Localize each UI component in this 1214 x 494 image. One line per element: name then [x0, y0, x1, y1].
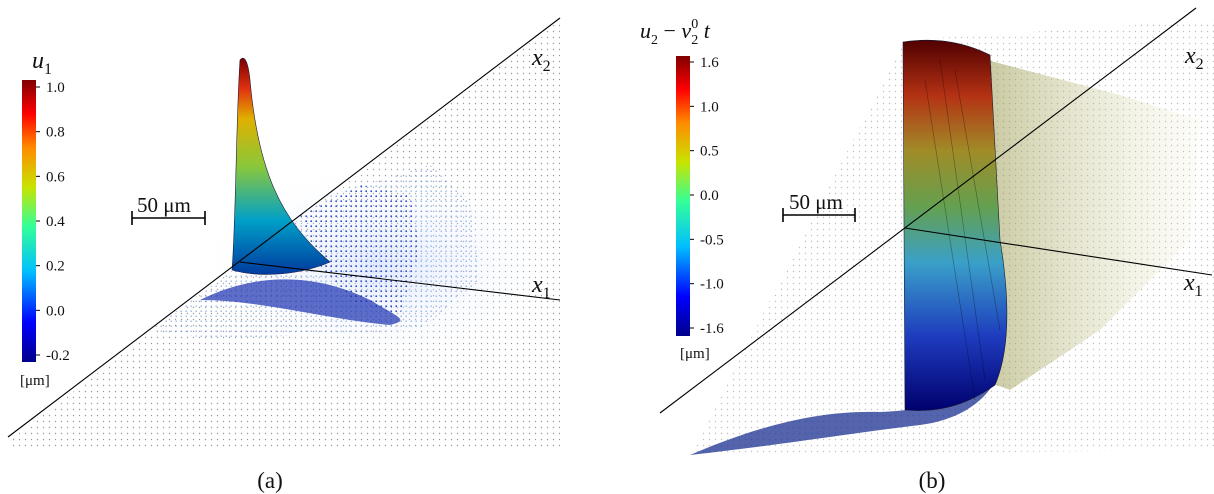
- scale-bar-label-b: 50 μm: [789, 190, 843, 214]
- colorbar-tick-label: 1.6: [700, 55, 719, 71]
- axis-x2-a: [7, 17, 561, 438]
- colorbar-title-b: u2 − v20 t: [640, 17, 711, 48]
- colorbar-unit-b: [μm]: [680, 346, 710, 362]
- wall-texture-b: [924, 59, 1001, 401]
- scale-bar-label-a: 50 μm: [137, 193, 191, 217]
- colorbar-a: u1 1.0 0.8 0.6 0.4 0.2 0.0 -0.2 [μm]: [20, 48, 70, 389]
- colorbar-ticks-b: 1.6 1.0 0.5 0.0 -0.5 -1.0 -1.6: [690, 55, 724, 337]
- colorbar-ticks-a: 1.0 0.8 0.6 0.4 0.2 0.0 -0.2: [36, 80, 70, 364]
- caption-b: (b): [919, 468, 946, 493]
- axis-label-x2-b: x2: [1184, 43, 1204, 73]
- colorbar-gradient-b: [676, 56, 690, 336]
- colorbar-tick-label: -1.0: [700, 277, 724, 293]
- surface-spike-a: [231, 57, 331, 275]
- axis-label-x1-b: x1: [1183, 270, 1203, 300]
- colorbar-tick-label: 0.0: [700, 188, 719, 204]
- panel-b: x2 x1 50 μm u2 − v20 t 1.6 1.0 0.5 0.0 -0.5 -…: [640, 7, 1214, 493]
- colorbar-tick-label: -0.2: [46, 348, 70, 364]
- surface-base-b: [690, 370, 1000, 455]
- panel-a: x2 x1 50 μm u1 1.0 0.8 0.6 0.4 0.2 0.0 -0.2 [μ…: [7, 17, 570, 493]
- colorbar-tick-label: -0.5: [700, 232, 724, 248]
- colorbar-unit-a: [μm]: [20, 373, 50, 389]
- colorbar-tick-label: 0.8: [46, 125, 65, 141]
- colorbar-tick-label: 0.2: [46, 259, 65, 275]
- caption-a: (a): [257, 468, 283, 493]
- axis-label-x2-a: x2: [531, 45, 551, 75]
- scale-bar-a: 50 μm: [131, 193, 206, 225]
- axis-label-x1-a: x1: [531, 272, 551, 302]
- axis-x1-b: [904, 227, 1213, 276]
- axis-x2-b: [659, 7, 1197, 414]
- colorbar-tick-label: 1.0: [700, 99, 719, 115]
- axis-x1-a: [239, 261, 561, 301]
- colorbar-tick-label: 0.4: [46, 214, 65, 230]
- colorbar-tick-label: 0.0: [46, 303, 65, 319]
- colorbar-gradient-a: [22, 80, 36, 362]
- colorbar-tick-label: 0.5: [700, 144, 719, 160]
- surface-wall-b: [902, 39, 1008, 411]
- colorbar-tick-label: -1.6: [700, 321, 724, 337]
- colorbar-tick-label: 0.6: [46, 169, 65, 185]
- colorbar-tick-label: 1.0: [46, 80, 65, 96]
- mesh-darkblue-region-a: [300, 185, 420, 315]
- colorbar-title-a: u1: [32, 48, 52, 78]
- surface-trough-a: [200, 279, 401, 325]
- colorbar-b: u2 − v20 t 1.6 1.0 0.5 0.0 -0.5 -1.0 -1.6 [μm]: [640, 17, 724, 362]
- scale-bar-b: 50 μm: [782, 190, 856, 222]
